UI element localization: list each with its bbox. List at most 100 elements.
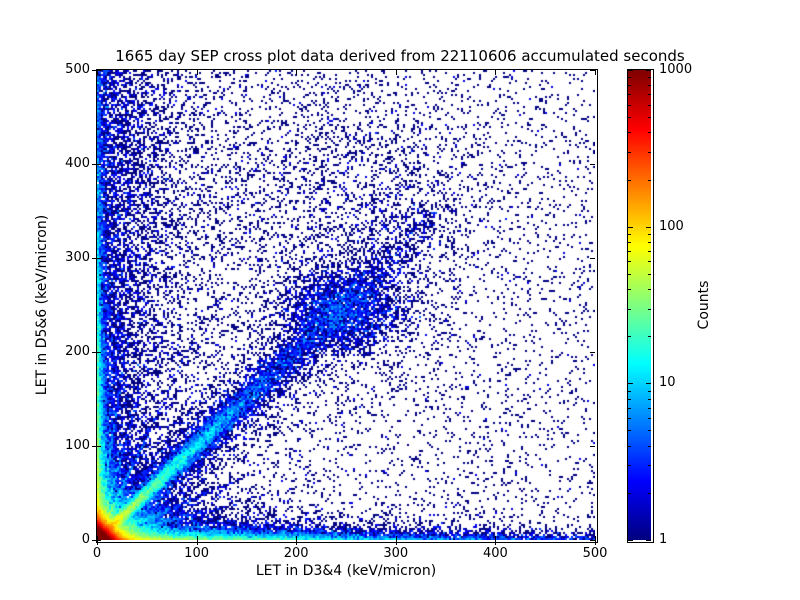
colorbar-minor-tick: [648, 398, 651, 400]
colorbar-minor-tick-left: [628, 117, 631, 119]
colorbar-tick-label: 1000: [659, 62, 693, 77]
colorbar-tick-mark-left: [628, 226, 633, 228]
y-tick-label: 400: [65, 156, 90, 171]
y-tick-mark: [92, 70, 101, 71]
colorbar-tick-label: 1: [659, 532, 668, 547]
colorbar-tick-mark-left: [628, 70, 633, 71]
y-tick-mark-right: [590, 352, 595, 353]
colorbar-minor-tick: [648, 289, 651, 290]
colorbar-minor-tick-left: [628, 241, 631, 243]
colorbar-minor-tick-left: [628, 398, 631, 400]
y-tick-label: 0: [81, 532, 90, 547]
x-tick-mark: [196, 536, 198, 545]
colorbar-minor-tick-left: [628, 492, 631, 494]
colorbar-minor-tick: [648, 117, 651, 119]
y-tick-label: 300: [65, 250, 90, 265]
colorbar-minor-tick: [648, 418, 651, 420]
colorbar-minor-tick: [648, 336, 651, 338]
x-tick-mark-top: [595, 70, 596, 75]
colorbar-minor-tick-left: [628, 430, 631, 432]
colorbar-minor-tick-left: [628, 104, 631, 106]
x-tick-label: 200: [283, 546, 309, 561]
colorbar-minor-tick: [648, 407, 651, 409]
x-tick-label: 500: [582, 546, 608, 561]
colorbar-minor-tick-left: [628, 94, 631, 96]
x-tick-mark: [395, 536, 397, 545]
x-tick-label: 100: [184, 546, 209, 561]
scatter-canvas: [97, 70, 595, 540]
colorbar-minor-tick-left: [628, 250, 631, 252]
colorbar-minor-tick: [648, 492, 651, 494]
colorbar-minor-tick: [648, 233, 651, 235]
colorbar-tick-mark-left: [628, 383, 633, 385]
colorbar-minor-tick: [648, 151, 651, 153]
y-tick-mark: [92, 258, 101, 259]
colorbar-minor-tick: [648, 179, 651, 181]
colorbar-minor-tick-left: [628, 132, 631, 134]
colorbar-tick-mark-left: [628, 540, 633, 541]
x-tick-mark-top: [196, 70, 198, 75]
colorbar-minor-tick-left: [628, 151, 631, 153]
plot-area: [96, 69, 598, 543]
colorbar-minor-tick: [648, 445, 651, 447]
colorbar-minor-tick-left: [628, 261, 631, 263]
colorbar-minor-tick: [648, 85, 651, 87]
colorbar-minor-tick: [648, 390, 651, 392]
colorbar-minor-tick: [648, 430, 651, 432]
x-tick-mark: [296, 536, 298, 545]
y-tick-mark-right: [590, 446, 595, 447]
y-tick-mark-right: [590, 164, 595, 165]
colorbar-minor-tick: [648, 273, 651, 275]
colorbar-tick-mark: [646, 70, 651, 71]
x-tick-label: 400: [482, 546, 508, 561]
colorbar-minor-tick-left: [628, 273, 631, 275]
y-tick-label: 100: [65, 438, 90, 453]
y-tick-mark: [92, 446, 101, 447]
colorbar-minor-tick: [648, 308, 651, 310]
chart-title: 1665 day SEP cross plot data derived fro…: [115, 47, 685, 65]
y-tick-mark-right: [590, 540, 595, 541]
colorbar-minor-tick: [648, 94, 651, 96]
colorbar-minor-tick-left: [628, 465, 631, 467]
colorbar-minor-tick-left: [628, 445, 631, 447]
colorbar: [627, 69, 654, 543]
colorbar-minor-tick: [648, 250, 651, 252]
colorbar-minor-tick-left: [628, 85, 631, 87]
colorbar-minor-tick-left: [628, 336, 631, 338]
colorbar-minor-tick: [648, 77, 651, 79]
y-tick-mark: [92, 164, 101, 165]
colorbar-gradient: [628, 70, 651, 540]
x-tick-mark: [595, 536, 596, 545]
x-tick-mark-top: [395, 70, 397, 75]
colorbar-tick-label: 100: [659, 218, 684, 234]
colorbar-label: Counts: [696, 280, 712, 330]
x-tick-mark: [495, 536, 497, 545]
colorbar-minor-tick-left: [628, 418, 631, 420]
y-tick-mark-right: [590, 70, 595, 71]
y-tick-mark-right: [590, 258, 595, 259]
colorbar-minor-tick-left: [628, 77, 631, 79]
y-tick-mark: [92, 540, 101, 541]
y-axis-label: LET in D5&6 (keV/micron): [34, 214, 50, 396]
colorbar-minor-tick-left: [628, 308, 631, 310]
colorbar-minor-tick: [648, 104, 651, 106]
colorbar-minor-tick-left: [628, 390, 631, 392]
colorbar-minor-tick: [648, 261, 651, 263]
x-tick-label: 300: [383, 546, 409, 561]
colorbar-minor-tick-left: [628, 233, 631, 235]
y-tick-label: 200: [65, 344, 90, 359]
y-tick-label: 500: [65, 62, 90, 77]
x-tick-mark-top: [495, 70, 497, 75]
x-tick-label: 0: [92, 546, 102, 561]
colorbar-minor-tick-left: [628, 179, 631, 181]
colorbar-tick-mark: [646, 383, 651, 385]
colorbar-minor-tick-left: [628, 289, 631, 290]
y-tick-mark: [92, 352, 101, 353]
x-tick-mark-top: [296, 70, 298, 75]
colorbar-minor-tick: [648, 241, 651, 243]
colorbar-tick-mark: [646, 226, 651, 228]
colorbar-minor-tick-left: [628, 407, 631, 409]
colorbar-tick-mark: [646, 540, 651, 541]
colorbar-minor-tick: [648, 465, 651, 467]
